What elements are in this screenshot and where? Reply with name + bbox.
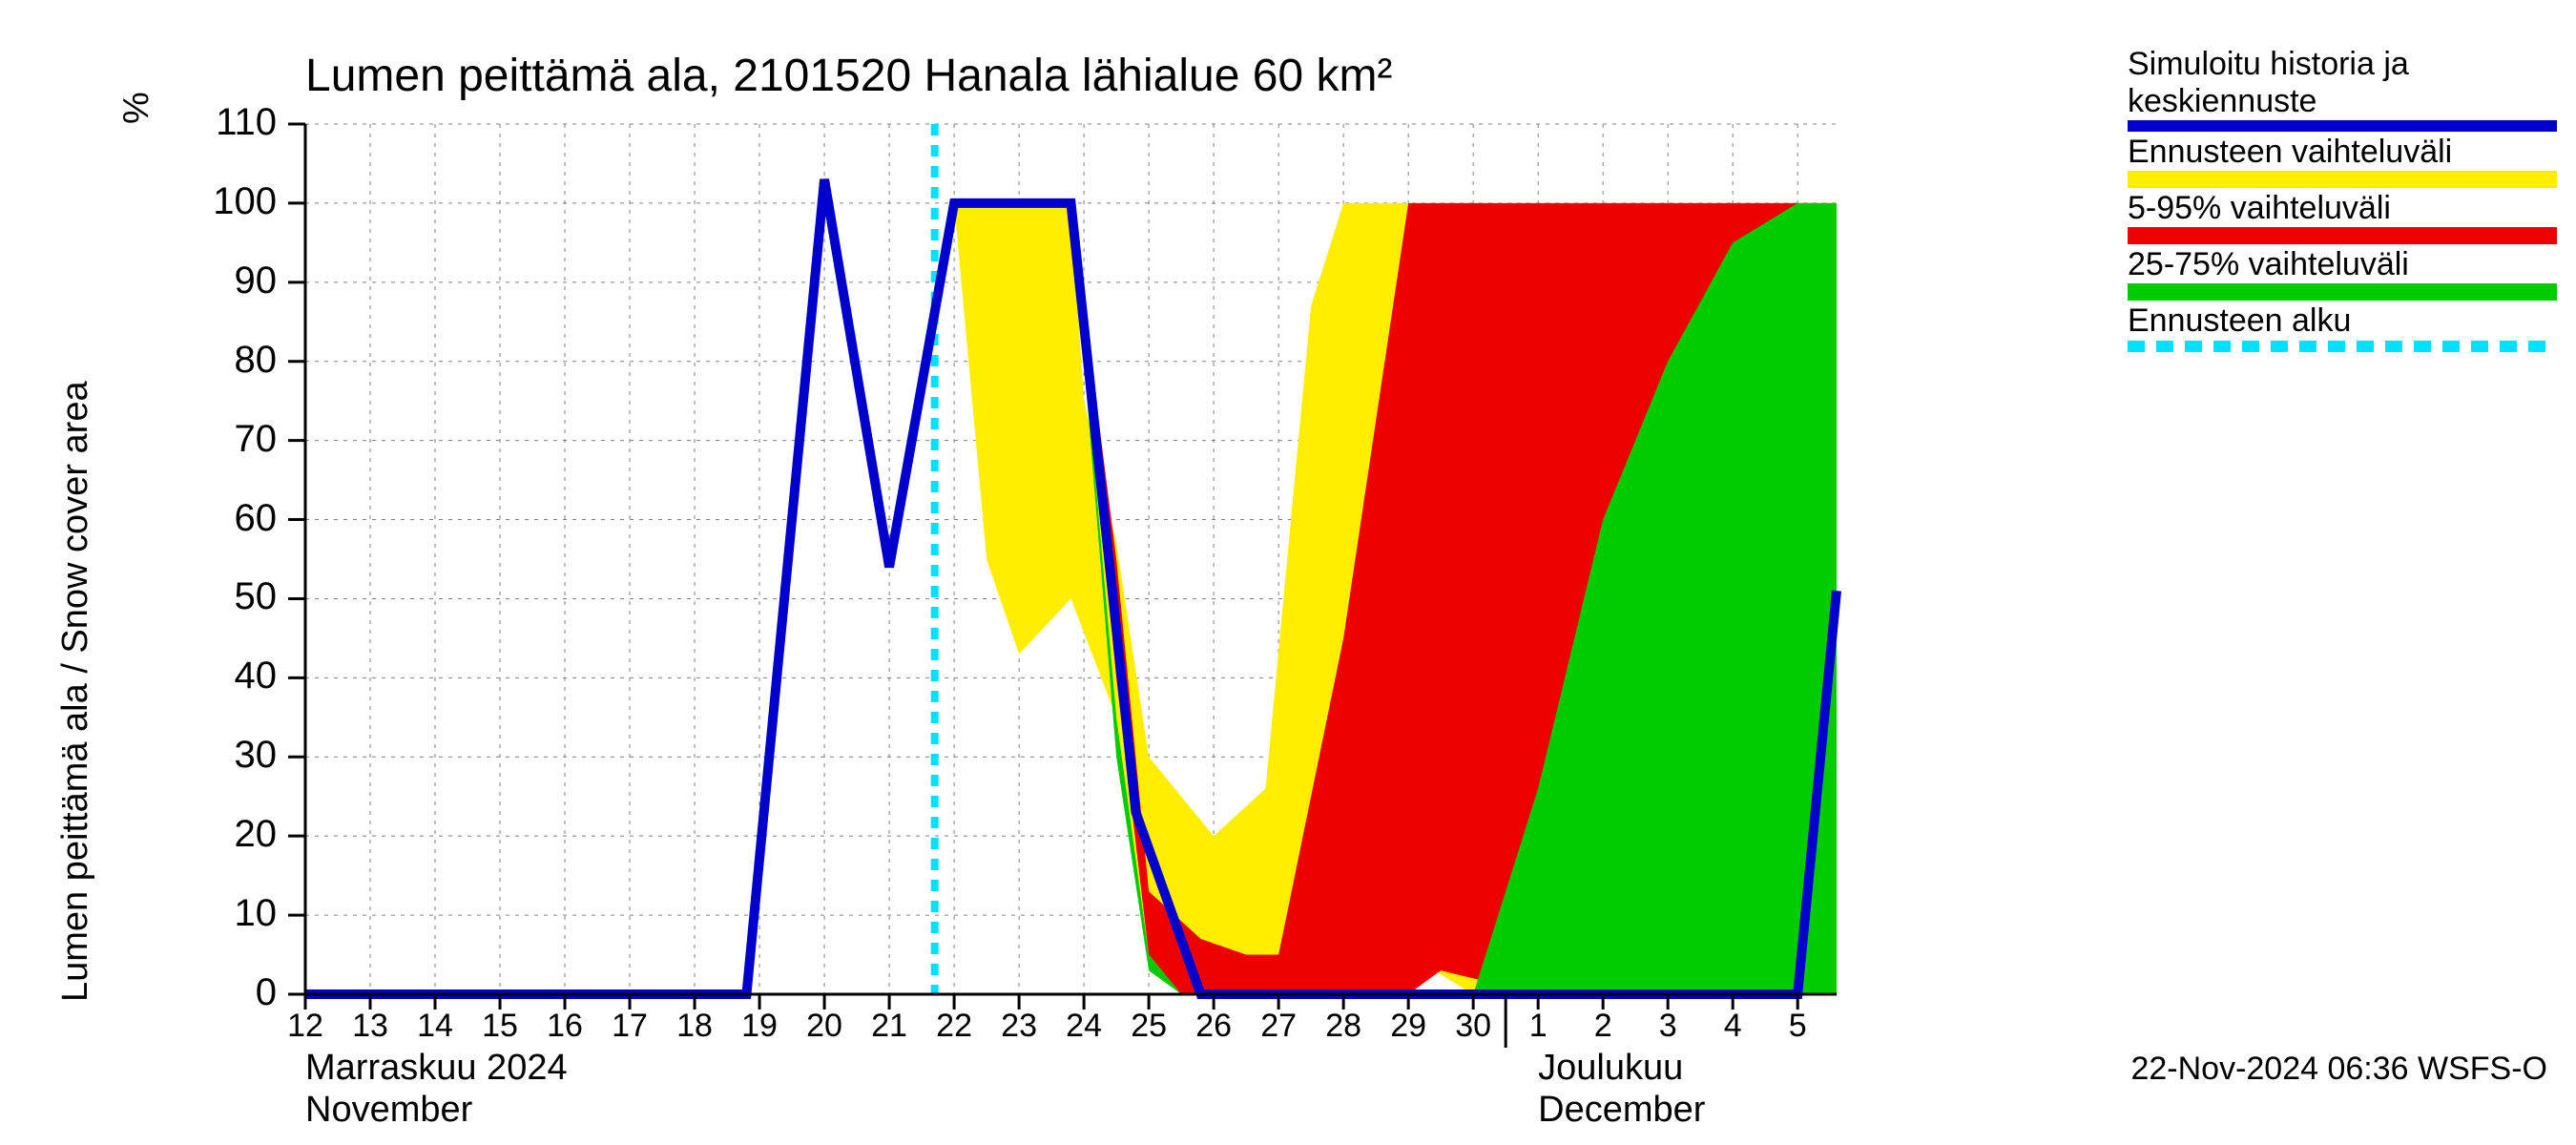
legend-item: Ennusteen alku xyxy=(2128,302,2557,351)
legend-swatch xyxy=(2128,171,2557,188)
y-tick-label: 60 xyxy=(191,497,277,540)
x-tick-label: 22 xyxy=(936,1008,972,1045)
x-tick-label: 23 xyxy=(1001,1008,1037,1045)
y-tick-label: 70 xyxy=(191,418,277,461)
legend-item: 5-95% vaihteluväli xyxy=(2128,190,2557,244)
x-tick-label: 5 xyxy=(1789,1008,1807,1045)
x-tick-label: 14 xyxy=(417,1008,453,1045)
legend-label: 5-95% vaihteluväli xyxy=(2128,190,2557,227)
legend-label: Ennusteen alku xyxy=(2128,302,2557,340)
x-tick-label: 2 xyxy=(1594,1008,1612,1045)
y-tick-label: 110 xyxy=(191,101,277,144)
x-tick-label: 30 xyxy=(1455,1008,1491,1045)
legend-item: Simuloitu historia jakeskiennuste xyxy=(2128,46,2557,132)
x-tick-label: 4 xyxy=(1724,1008,1742,1045)
snow-cover-chart: Lumen peittämä ala / Snow cover area % L… xyxy=(0,0,2576,1145)
x-tick-label: 28 xyxy=(1325,1008,1361,1045)
y-tick-label: 10 xyxy=(191,892,277,935)
x-tick-label: 17 xyxy=(612,1008,648,1045)
x-tick-label: 1 xyxy=(1529,1008,1548,1045)
legend-swatch xyxy=(2128,120,2557,132)
y-tick-label: 50 xyxy=(191,575,277,618)
y-axis-label: Lumen peittämä ala / Snow cover area xyxy=(55,381,96,1002)
legend-label: Ennusteen vaihteluväli xyxy=(2128,134,2557,171)
y-tick-label: 80 xyxy=(191,339,277,382)
x-tick-label: 3 xyxy=(1659,1008,1677,1045)
y-axis-unit: % xyxy=(116,92,157,124)
x-tick-label: 13 xyxy=(352,1008,388,1045)
y-tick-label: 30 xyxy=(191,734,277,777)
legend-item: 25-75% vaihteluväli xyxy=(2128,246,2557,301)
y-tick-label: 0 xyxy=(191,971,277,1014)
x-tick-label: 27 xyxy=(1260,1008,1297,1045)
x-tick-label: 19 xyxy=(741,1008,778,1045)
x-tick-label: 26 xyxy=(1195,1008,1232,1045)
legend: Simuloitu historia jakeskiennuste Ennuste… xyxy=(2128,46,2557,354)
legend-label: 25-75% vaihteluväli xyxy=(2128,246,2557,283)
x-tick-label: 12 xyxy=(287,1008,323,1045)
legend-label: Simuloitu historia jakeskiennuste xyxy=(2128,46,2557,120)
chart-title: Lumen peittämä ala, 2101520 Hanala lähia… xyxy=(305,50,1392,102)
x-tick-label: 24 xyxy=(1066,1008,1102,1045)
legend-swatch xyxy=(2128,283,2557,301)
y-tick-label: 100 xyxy=(191,180,277,223)
month-label: JoulukuuDecember xyxy=(1538,1048,1705,1131)
legend-swatch xyxy=(2128,227,2557,244)
x-tick-label: 16 xyxy=(547,1008,583,1045)
y-tick-label: 20 xyxy=(191,813,277,856)
legend-swatch xyxy=(2128,341,2557,352)
x-tick-label: 15 xyxy=(482,1008,518,1045)
x-tick-label: 21 xyxy=(871,1008,907,1045)
x-tick-label: 20 xyxy=(806,1008,842,1045)
month-label: Marraskuu 2024November xyxy=(305,1048,568,1131)
x-tick-label: 25 xyxy=(1131,1008,1167,1045)
legend-item: Ennusteen vaihteluväli xyxy=(2128,134,2557,188)
y-tick-label: 90 xyxy=(191,260,277,302)
x-tick-label: 18 xyxy=(676,1008,713,1045)
timestamp-footer: 22-Nov-2024 06:36 WSFS-O xyxy=(2130,1051,2547,1088)
x-tick-label: 29 xyxy=(1390,1008,1426,1045)
y-tick-label: 40 xyxy=(191,655,277,697)
